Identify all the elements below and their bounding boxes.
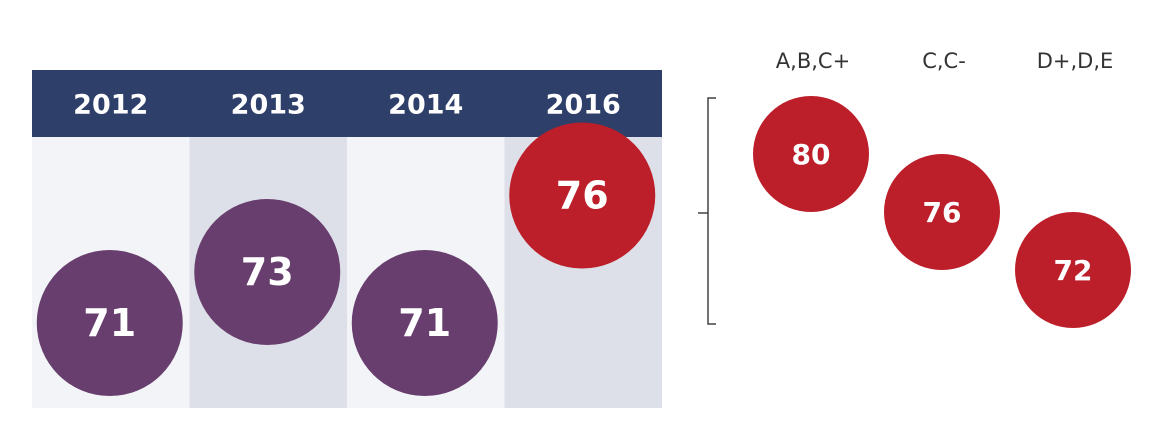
grade-bubble-1: [884, 154, 1000, 270]
grade-bubble-value-1: 76: [923, 196, 962, 229]
year-label-2012: 2012: [73, 90, 148, 121]
bubble-2016: [509, 122, 656, 269]
year-label-2016: 2016: [546, 90, 621, 121]
header-bar-bg: [32, 70, 662, 137]
year-header-bar: 2012 2013 2014 2016: [32, 70, 662, 137]
bubble-2012: [36, 250, 183, 396]
bubble-value-2016: 76: [556, 174, 609, 218]
grade-bubble-2: [1015, 212, 1131, 328]
bubble-2014: [351, 250, 498, 396]
year-label-2013: 2013: [231, 90, 306, 121]
grade-label-0: A,B,C+: [776, 49, 850, 73]
year-label-2014: 2014: [388, 90, 463, 121]
grade-label-1: C,C-: [922, 49, 966, 73]
grade-bubble-value-2: 72: [1054, 254, 1093, 287]
bracket-connector: [698, 97, 716, 325]
grade-bubble-value-0: 80: [792, 138, 831, 171]
bracket-line: [698, 97, 716, 325]
bubble-value-2014: 71: [398, 301, 451, 345]
bubble-2013: [194, 199, 341, 345]
bubble-value-2013: 73: [241, 250, 294, 294]
year-bubbles: 71 73 71 76: [36, 122, 656, 396]
grade-labels: A,B,C+ C,C- D+,D,E: [776, 49, 1113, 73]
grade-bubble-0: [753, 96, 869, 212]
grade-bubbles: 80 76 72: [753, 96, 1131, 328]
bubble-value-2012: 71: [83, 301, 136, 345]
grade-label-2: D+,D,E: [1037, 49, 1114, 73]
